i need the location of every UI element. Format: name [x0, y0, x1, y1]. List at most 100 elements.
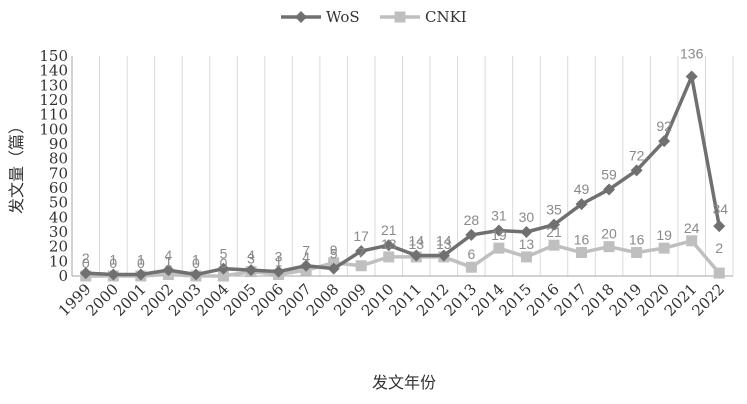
data-point-wos — [327, 262, 340, 275]
data-label-cnki: 1 — [275, 254, 283, 270]
y-tick-label: 140 — [39, 62, 68, 80]
data-point-wos — [465, 228, 478, 241]
data-label-wos: 3 — [275, 249, 283, 265]
data-label-cnki: 13 — [408, 236, 424, 252]
data-point-wos — [300, 259, 313, 272]
data-label-cnki: 1 — [164, 254, 172, 270]
data-point-wos — [575, 198, 588, 211]
y-tick-label: 130 — [39, 76, 68, 94]
y-tick-label: 100 — [39, 120, 68, 138]
data-label-wos: 4 — [164, 247, 172, 263]
legend: WoS CNKI — [281, 8, 467, 26]
data-label-cnki: 21 — [546, 224, 562, 240]
data-point-wos — [492, 224, 505, 237]
data-label-wos: 21 — [381, 222, 397, 238]
data-label-wos: 14 — [408, 232, 424, 248]
data-point-wos — [658, 135, 671, 148]
data-label-cnki: 9 — [330, 242, 338, 258]
data-label-cnki: 2 — [715, 240, 723, 256]
legend-item-wos: WoS — [281, 8, 360, 26]
data-point-wos — [630, 164, 643, 177]
data-label-wos: 1 — [192, 252, 200, 268]
data-label-cnki: 13 — [381, 236, 397, 252]
data-label-cnki: 16 — [574, 232, 590, 248]
data-point-cnki — [658, 242, 670, 254]
y-tick-label: 40 — [49, 208, 68, 226]
data-point-cnki — [383, 251, 395, 263]
data-point-cnki — [355, 260, 367, 272]
data-label-wos: 49 — [574, 181, 590, 197]
data-point-cnki — [686, 235, 698, 247]
data-label-wos: 35 — [546, 202, 562, 218]
y-tick-label: 150 — [39, 47, 68, 65]
data-label-cnki: 0 — [82, 255, 90, 271]
data-label-cnki: 0 — [137, 255, 145, 271]
data-label-wos: 5 — [330, 246, 338, 262]
legend-label-cnki: CNKI — [425, 8, 467, 26]
legend-item-cnki: CNKI — [380, 8, 467, 26]
y-tick-label: 120 — [39, 91, 68, 109]
data-label-wos: 17 — [353, 228, 369, 244]
data-point-wos — [189, 268, 202, 281]
data-label-cnki: 0 — [109, 255, 117, 271]
data-point-wos — [713, 220, 726, 233]
legend-label-wos: WoS — [326, 8, 360, 26]
grid — [71, 56, 734, 276]
y-tick-label: 0 — [58, 267, 68, 285]
data-point-cnki — [576, 247, 588, 259]
data-point-cnki — [520, 251, 532, 263]
series-wos — [79, 70, 726, 281]
data-point-wos — [107, 268, 120, 281]
data-label-cnki: 20 — [601, 226, 617, 242]
data-label-wos: 92 — [656, 118, 672, 134]
data-label-wos: 14 — [436, 232, 452, 248]
data-label-wos: 1 — [137, 252, 145, 268]
data-point-cnki — [631, 247, 643, 259]
data-label-cnki: 4 — [302, 249, 310, 265]
data-point-wos — [547, 218, 560, 231]
data-label-wos: 30 — [519, 209, 535, 225]
data-label-wos: 59 — [601, 166, 617, 182]
data-label-cnki: 6 — [467, 246, 475, 262]
y-tick-label: 10 — [49, 252, 68, 270]
data-point-wos — [217, 262, 230, 275]
data-label-wos: 136 — [680, 46, 704, 62]
data-point-wos — [685, 70, 698, 83]
y-tick-label: 70 — [49, 164, 68, 182]
data-label-cnki: 13 — [436, 236, 452, 252]
y-tick-label: 110 — [39, 106, 68, 124]
y-tick-label: 30 — [49, 223, 68, 241]
data-label-wos: 31 — [491, 208, 507, 224]
series-layer — [79, 70, 726, 282]
data-point-wos — [134, 268, 147, 281]
data-point-wos — [272, 265, 285, 278]
legend-marker-wos — [295, 11, 307, 23]
x-tick-label: 2022 — [688, 280, 728, 320]
data-label-wos: 5 — [220, 246, 228, 262]
data-point-wos — [79, 267, 92, 280]
y-tick-label: 50 — [49, 194, 68, 212]
data-label-cnki: 7 — [357, 245, 365, 261]
data-label-cnki: 13 — [519, 236, 535, 252]
x-axis-title: 发文年份 — [372, 373, 436, 392]
data-label-wos: 28 — [464, 212, 480, 228]
data-point-cnki — [217, 270, 229, 282]
data-point-wos — [245, 264, 258, 277]
data-label-cnki: 0 — [192, 255, 200, 271]
data-label-wos: 4 — [247, 247, 255, 263]
data-label-cnki: 19 — [491, 227, 507, 243]
y-tick-label: 60 — [49, 179, 68, 197]
data-label-cnki: 0 — [220, 255, 228, 271]
y-tick-label: 20 — [49, 238, 68, 256]
y-tick-label: 90 — [49, 135, 68, 153]
data-point-wos — [410, 249, 423, 262]
data-point-cnki — [493, 242, 505, 254]
y-tick-label: 80 — [49, 150, 68, 168]
data-label-cnki: 16 — [629, 232, 645, 248]
data-label-wos: 72 — [629, 147, 645, 163]
data-label-wos: 1 — [109, 252, 117, 268]
data-label-wos: 34 — [712, 201, 728, 217]
data-point-wos — [437, 249, 450, 262]
